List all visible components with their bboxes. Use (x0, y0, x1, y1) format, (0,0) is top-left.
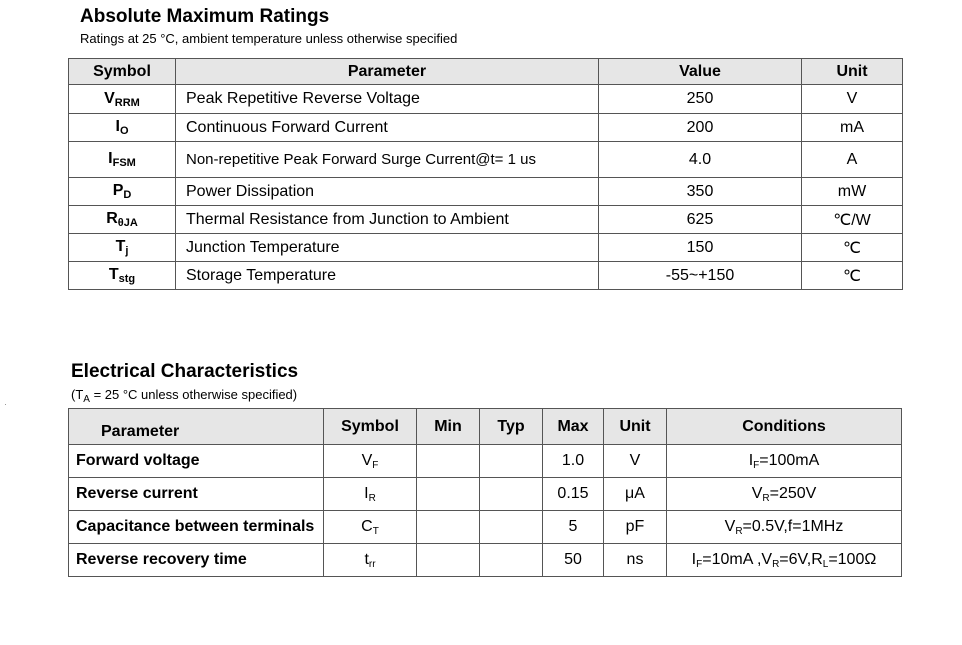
ec-header-symbol: Symbol (323, 408, 417, 445)
ec-typ (479, 543, 543, 577)
amr-value: 200 (598, 113, 802, 142)
ec-row: Reverse recovery time trr 50 ns IF=10mA ,VR=… (68, 543, 902, 577)
ec-conditions: IF=100mA (666, 444, 902, 478)
ec-conditions: IF=10mA ,VR=6V,RL=100Ω (666, 543, 902, 577)
amr-symbol: RθJA (68, 205, 176, 234)
stray-dot (5, 404, 6, 405)
amr-symbol: PD (68, 177, 176, 206)
amr-symbol: IFSM (68, 141, 176, 178)
ec-parameter: Reverse current (68, 477, 324, 511)
amr-unit: ℃ (801, 233, 903, 262)
ec-parameter: Forward voltage (68, 444, 324, 478)
ec-unit: ns (603, 543, 667, 577)
amr-row: RθJA Thermal Resistance from Junction to … (68, 205, 903, 234)
amr-symbol: IO (68, 113, 176, 142)
amr-symbol: Tj (68, 233, 176, 262)
ec-symbol: IR (323, 477, 417, 511)
ec-max: 1.0 (542, 444, 604, 478)
ec-header-unit: Unit (603, 408, 667, 445)
ec-min (416, 543, 480, 577)
amr-value: 150 (598, 233, 802, 262)
ec-unit: pF (603, 510, 667, 544)
amr-parameter: Storage Temperature (175, 261, 599, 290)
amr-unit: ℃ (801, 261, 903, 290)
amr-value: -55~+150 (598, 261, 802, 290)
ec-symbol: trr (323, 543, 417, 577)
ec-unit: V (603, 444, 667, 478)
amr-value: 625 (598, 205, 802, 234)
absolute-maximum-ratings-table: Symbol Parameter Value Unit VRRM Peak Rep… (68, 58, 903, 290)
amr-parameter: Power Dissipation (175, 177, 599, 206)
amr-unit: mW (801, 177, 903, 206)
ec-typ (479, 477, 543, 511)
amr-value: 4.0 (598, 141, 802, 178)
ec-parameter: Reverse recovery time (68, 543, 324, 577)
amr-row: VRRM Peak Repetitive Reverse Voltage 250 V (68, 84, 903, 114)
ec-max: 0.15 (542, 477, 604, 511)
amr-unit: ℃/W (801, 205, 903, 234)
ec-row: Capacitance between terminals CT 5 pF VR=0.5… (68, 510, 902, 544)
amr-unit: V (801, 84, 903, 114)
ec-symbol: VF (323, 444, 417, 478)
amr-header-value: Value (598, 58, 802, 85)
ec-min (416, 510, 480, 544)
ec-row: Forward voltage VF 1.0 V IF=100mA (68, 444, 902, 478)
amr-header-row: Symbol Parameter Value Unit (68, 58, 903, 85)
amr-row: Tstg Storage Temperature -55~+150 ℃ (68, 261, 903, 290)
amr-parameter: Thermal Resistance from Junction to Ambi… (175, 205, 599, 234)
ec-header-min: Min (416, 408, 480, 445)
amr-parameter: Non-repetitive Peak Forward Surge Curren… (175, 141, 599, 178)
amr-parameter: Continuous Forward Current (175, 113, 599, 142)
ec-title: Electrical Characteristics (71, 361, 299, 382)
amr-value: 350 (598, 177, 802, 206)
ec-header-conditions: Conditions (666, 408, 902, 445)
amr-title: Absolute Maximum Ratings (80, 6, 330, 27)
amr-unit: A (801, 141, 903, 178)
ec-parameter: Capacitance between terminals (68, 510, 324, 544)
ec-unit: μA (603, 477, 667, 511)
ec-header-typ: Typ (479, 408, 543, 445)
amr-value: 250 (598, 84, 802, 114)
ec-conditions: VR=250V (666, 477, 902, 511)
amr-header-unit: Unit (801, 58, 903, 85)
amr-row: PD Power Dissipation 350 mW (68, 177, 903, 206)
ec-header-max: Max (542, 408, 604, 445)
amr-row: Tj Junction Temperature 150 ℃ (68, 233, 903, 262)
amr-row: IO Continuous Forward Current 200 mA (68, 113, 903, 142)
amr-header-parameter: Parameter (175, 58, 599, 85)
ec-typ (479, 444, 543, 478)
ec-typ (479, 510, 543, 544)
ec-header-parameter: Parameter (68, 408, 324, 445)
amr-subtitle: Ratings at 25 °C, ambient temperature un… (80, 31, 458, 46)
ec-min (416, 444, 480, 478)
ec-conditions: VR=0.5V,f=1MHz (666, 510, 902, 544)
ec-max: 5 (542, 510, 604, 544)
amr-symbol: Tstg (68, 261, 176, 290)
amr-row: IFSM Non-repetitive Peak Forward Surge Cu… (68, 141, 903, 178)
ec-row: Reverse current IR 0.15 μA VR=250V (68, 477, 902, 511)
ec-subtitle: (TA = 25 °C unless otherwise specified) (71, 387, 298, 405)
ec-max: 50 (542, 543, 604, 577)
electrical-characteristics-table: Parameter Symbol Min Typ Max Unit Condit… (68, 408, 902, 577)
ec-header-row: Parameter Symbol Min Typ Max Unit Condit… (68, 408, 902, 445)
amr-unit: mA (801, 113, 903, 142)
ec-min (416, 477, 480, 511)
amr-symbol: VRRM (68, 84, 176, 114)
ec-symbol: CT (323, 510, 417, 544)
amr-parameter: Junction Temperature (175, 233, 599, 262)
amr-parameter: Peak Repetitive Reverse Voltage (175, 84, 599, 114)
amr-header-symbol: Symbol (68, 58, 176, 85)
